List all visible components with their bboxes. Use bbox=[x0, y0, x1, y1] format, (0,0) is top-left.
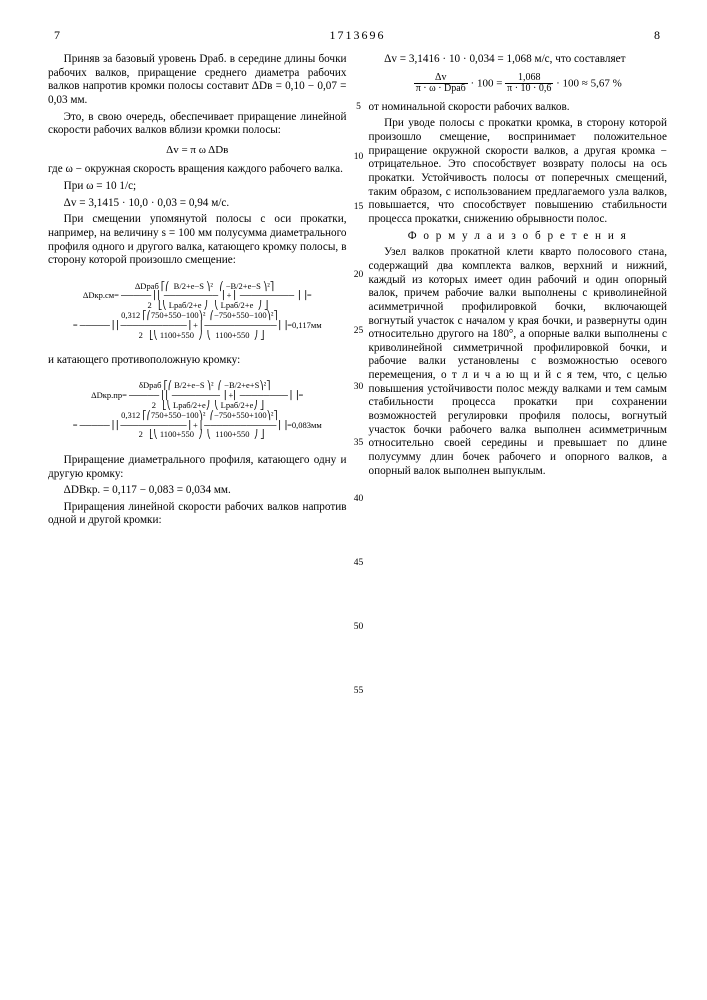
paragraph: от номинальной скорости рабочих валков. bbox=[369, 101, 668, 115]
paragraph: При смещении упомянутой полосы с оси про… bbox=[48, 213, 347, 268]
eq-line: ΔDкр.см= ───── ⎢⎜ ───────── ⎟ + ⎜ ──────… bbox=[83, 290, 312, 300]
eq-line: δDраб ⎡⎛ B/2+e−S ⎞² ⎛ −B/2+e+S⎞²⎤ bbox=[124, 380, 270, 390]
equation: Δv = π ω ΔDв bbox=[48, 144, 347, 157]
eq-line: = ───── ⎢⎜───────────⎟ + ⎜────────────⎟ … bbox=[73, 320, 322, 330]
line-number: 15 bbox=[351, 202, 367, 212]
paragraph: где ω − окружная скорость вращения каждо… bbox=[48, 163, 347, 177]
line-number: 50 bbox=[351, 622, 367, 632]
eq-line: ΔDкр.пр= ───── ⎢⎜ ──────── ⎟ +⎜ ────────… bbox=[91, 390, 303, 400]
line-number: 10 bbox=[351, 152, 367, 162]
columns: Приняв за базовый уровень Dраб. в середи… bbox=[48, 53, 667, 531]
paragraph: Δv = 3,1416 · 10 · 0,034 = 1,068 м/с, чт… bbox=[369, 53, 668, 67]
eq-line: 2 ⎣⎝ Lраб/2+e⎠ ⎝ Lраб/2+e⎠ ⎦ bbox=[131, 400, 264, 410]
page-number-left: 7 bbox=[54, 28, 61, 43]
paragraph: При уводе полосы с прокатки кромка, в ст… bbox=[369, 117, 668, 226]
eq-line: 2 ⎣⎝ Lраб/2+e ⎠ ⎝ Lраб/2+e ⎠ ⎦ bbox=[126, 300, 268, 310]
fraction: 1,068 π · 10 · 0,6 bbox=[505, 73, 553, 95]
paragraph: Приращение диаметрального профиля, катаю… bbox=[48, 454, 347, 481]
text: · 100 ≈ 5,67 % bbox=[556, 77, 622, 89]
paragraph: При ω = 10 1/с; bbox=[48, 180, 347, 194]
equation-block: ΔDраб ⎡⎛ B/2+e−S ⎞² ⎛ −B/2+e−S ⎞²⎤ ΔDкр.… bbox=[48, 272, 347, 350]
denominator: π · 10 · 0,6 bbox=[505, 84, 553, 95]
text: · 100 = bbox=[471, 77, 506, 89]
paragraph: ΔDВкр. = 0,117 − 0,083 = 0,034 мм. bbox=[48, 484, 347, 498]
eq-line: 2 ⎣⎝ 1100+550 ⎠ ⎝ 1100+550 ⎠ ⎦ bbox=[130, 330, 264, 340]
patent-number: 1713696 bbox=[61, 28, 654, 43]
line-number: 30 bbox=[351, 382, 367, 392]
equation-block: δDраб ⎡⎛ B/2+e−S ⎞² ⎛ −B/2+e+S⎞²⎤ ΔDкр.п… bbox=[48, 372, 347, 450]
line-number: 5 bbox=[351, 102, 367, 112]
eq-line: 0,312 ⎡⎛750+550−100⎞² ⎛−750+550+100⎞²⎤ bbox=[117, 410, 278, 420]
paragraph: Δv = 3,1415 · 10,0 · 0,03 = 0,94 м/с. bbox=[48, 197, 347, 211]
line-number: 35 bbox=[351, 438, 367, 448]
line-number: 40 bbox=[351, 494, 367, 504]
page-header: 7 1713696 8 bbox=[54, 28, 661, 43]
paragraph: и катающего противоположную кромку: bbox=[48, 354, 347, 368]
line-number: 25 bbox=[351, 326, 367, 336]
page: 7 1713696 8 Приняв за базовый уровень Dр… bbox=[0, 0, 707, 531]
fraction: Δv π · ω · Dраб bbox=[414, 73, 468, 95]
right-column: Δv = 3,1416 · 10 · 0,034 = 1,068 м/с, чт… bbox=[369, 53, 668, 531]
equation: Δv π · ω · Dраб · 100 = 1,068 π · 10 · 0… bbox=[369, 73, 668, 95]
paragraph: Приращения линейной скорости рабочих вал… bbox=[48, 501, 347, 528]
page-number-right: 8 bbox=[654, 28, 661, 43]
eq-line: 0,312 ⎡⎛750+550−100⎞² ⎛−750+550−100⎞²⎤ bbox=[117, 310, 278, 320]
paragraph: Это, в свою очередь, обеспечивает приращ… bbox=[48, 111, 347, 138]
claim-text: Узел валков прокатной клети кварто полос… bbox=[369, 246, 668, 478]
line-number: 20 bbox=[351, 270, 367, 280]
line-number: 45 bbox=[351, 558, 367, 568]
paragraph: Приняв за базовый уровень Dраб. в середи… bbox=[48, 53, 347, 108]
left-column: Приняв за базовый уровень Dраб. в середи… bbox=[48, 53, 347, 531]
denominator: π · ω · Dраб bbox=[414, 84, 468, 95]
claims-title: Ф о р м у л а и з о б р е т е н и я bbox=[369, 230, 668, 244]
eq-line: 2 ⎣⎝ 1100+550 ⎠ ⎝ 1100+550 ⎠ ⎦ bbox=[130, 429, 264, 439]
line-number: 55 bbox=[351, 686, 367, 696]
